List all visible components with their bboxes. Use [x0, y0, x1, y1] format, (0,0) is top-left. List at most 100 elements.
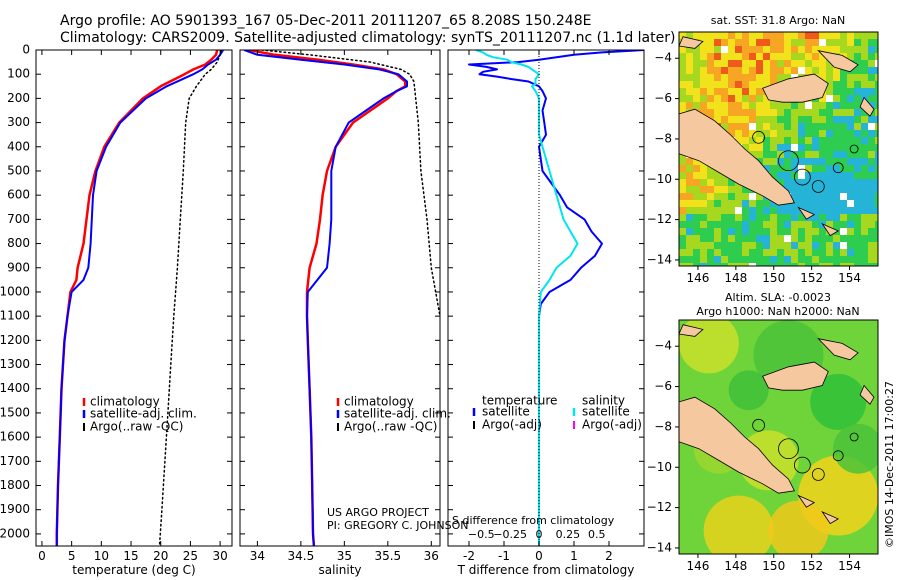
- sst-cell: [875, 172, 878, 179]
- sst-cell: [861, 158, 868, 165]
- sst-cell: [798, 60, 805, 67]
- sst-cell: [819, 32, 826, 39]
- sst-cell: [854, 200, 861, 207]
- sst-cell: [833, 256, 840, 263]
- sst-cell: [854, 88, 861, 95]
- depth-ytick-label: 1400: [0, 381, 30, 395]
- sst-cell: [840, 235, 847, 242]
- sst-cell: [868, 193, 875, 200]
- sst-cell: [735, 81, 742, 88]
- sst-cell: [854, 263, 861, 266]
- sst-cell: [714, 235, 721, 242]
- depth-ytick-label: 1000: [0, 284, 30, 298]
- sst-cell: [798, 242, 805, 249]
- sst-cell: [840, 102, 847, 109]
- map-xtick-label: 152: [800, 559, 823, 573]
- sst-cell: [777, 214, 784, 221]
- sst-cell: [805, 165, 812, 172]
- sst-cell: [721, 242, 728, 249]
- sla-anomaly-blob: [810, 373, 867, 430]
- sst-cell: [847, 242, 854, 249]
- sst-cell: [756, 74, 763, 81]
- sst-cell: [861, 242, 868, 249]
- s-difference-tick-label: −0.5: [468, 528, 495, 541]
- sst-cell: [700, 88, 707, 95]
- sst-cell: [840, 109, 847, 116]
- temperature-series-climatology: [55, 50, 219, 546]
- sst-cell: [763, 242, 770, 249]
- sst-cell: [798, 235, 805, 242]
- sst-cell: [868, 214, 875, 221]
- sst-cell: [728, 263, 735, 266]
- sst-cell: [728, 67, 735, 74]
- sst-cell: [791, 221, 798, 228]
- sst-cell: [854, 60, 861, 67]
- sst-cell: [693, 32, 700, 39]
- sst-cell: [756, 130, 763, 137]
- sst-cell: [840, 256, 847, 263]
- sst-cell: [840, 137, 847, 144]
- sst-cell: [770, 39, 777, 46]
- sst-cell: [770, 144, 777, 151]
- sst-cell: [700, 32, 707, 39]
- map-ytick-label: −4: [654, 51, 672, 65]
- sst-cell: [770, 137, 777, 144]
- sst-cell: [798, 214, 805, 221]
- sst-cell: [826, 102, 833, 109]
- sst-cell: [686, 46, 693, 53]
- sst-cell: [749, 109, 756, 116]
- sst-cell: [791, 263, 798, 266]
- sst-cell: [742, 186, 749, 193]
- sst-cell: [812, 165, 819, 172]
- sst-cell: [875, 60, 878, 67]
- sst-cell: [756, 256, 763, 263]
- sst-cell: [686, 221, 693, 228]
- sst-cell: [833, 242, 840, 249]
- sst-cell: [784, 46, 791, 53]
- reef-outline: [778, 438, 799, 460]
- sst-cell: [679, 165, 686, 172]
- sst-cell: [686, 102, 693, 109]
- salinity-frame: [239, 49, 441, 547]
- temperature-series-satellite-adj-clim-: [55, 50, 224, 546]
- sst-cell: [707, 81, 714, 88]
- sst-cell: [854, 39, 861, 46]
- sst-cell: [763, 130, 770, 137]
- sst-cell: [791, 151, 798, 158]
- sst-cell: [868, 74, 875, 81]
- sst-cell: [798, 186, 805, 193]
- sst-cell: [819, 193, 826, 200]
- sst-cell: [770, 228, 777, 235]
- s-difference-tick-label: 0.5: [588, 528, 606, 541]
- sst-cell: [812, 228, 819, 235]
- sst-cell: [847, 172, 854, 179]
- sst-cell: [861, 67, 868, 74]
- sst-cell: [868, 186, 875, 193]
- sst-cell: [679, 102, 686, 109]
- sst-cell: [742, 207, 749, 214]
- salinity-series-climatology: [248, 50, 407, 546]
- sst-cell: [784, 39, 791, 46]
- sst-cell: [686, 200, 693, 207]
- map-ytick-label: −4: [654, 339, 672, 353]
- sst-cell: [812, 67, 819, 74]
- sst-cell: [721, 214, 728, 221]
- sst-cell: [840, 186, 847, 193]
- sst-cell: [847, 263, 854, 266]
- sst-cell: [756, 221, 763, 228]
- sst-cell: [847, 151, 854, 158]
- t-difference-label: T difference from climatology: [457, 563, 635, 577]
- sst-cell: [861, 249, 868, 256]
- sst-cell: [721, 46, 728, 53]
- sst-cell: [735, 256, 742, 263]
- sst-cell: [756, 144, 763, 151]
- sst-cell: [854, 235, 861, 242]
- sst-cell: [840, 74, 847, 81]
- sst-cell: [735, 53, 742, 60]
- sst-cell: [798, 130, 805, 137]
- sst-cell: [714, 60, 721, 67]
- sst-cell: [777, 67, 784, 74]
- sst-cell: [805, 200, 812, 207]
- sst-cell: [875, 144, 878, 151]
- sst-cell: [819, 39, 826, 46]
